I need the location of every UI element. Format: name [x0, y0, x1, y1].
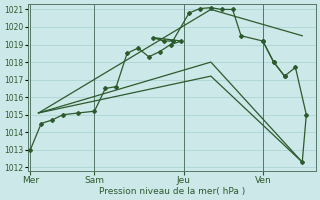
X-axis label: Pression niveau de la mer( hPa ): Pression niveau de la mer( hPa ) [99, 187, 245, 196]
